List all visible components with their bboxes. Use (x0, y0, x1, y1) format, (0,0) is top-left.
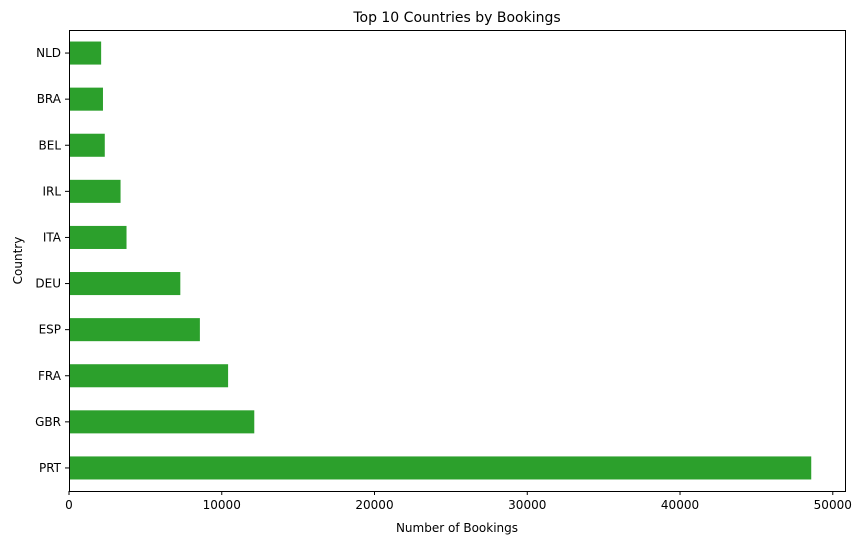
y-tick-label: ESP (39, 323, 61, 337)
bar-deu (69, 272, 181, 296)
bar-prt (69, 456, 812, 480)
y-tick-label: GBR (35, 415, 61, 429)
bar-bra (69, 87, 103, 111)
x-ticks-group: 0 10000 20000 30000 40000 50000 (65, 491, 852, 512)
y-ticks-group: PRT GBR FRA ESP DEU ITA IRL BEL BRA NLD (35, 46, 69, 475)
y-tick-label: ITA (43, 230, 62, 244)
x-tick-label: 10000 (203, 498, 241, 512)
y-tick-label: IRL (42, 184, 61, 198)
plot-frame (69, 30, 846, 492)
y-axis-label: Country (11, 237, 25, 285)
x-tick-label: 40000 (661, 498, 699, 512)
y-tick-label: PRT (39, 461, 62, 475)
bar-gbr (69, 410, 255, 434)
bar-nld (69, 41, 102, 65)
y-tick-label: FRA (38, 369, 62, 383)
y-tick-label: BEL (39, 138, 62, 152)
bar-bel (69, 133, 105, 157)
x-tick-label: 50000 (814, 498, 852, 512)
x-tick-label: 30000 (508, 498, 546, 512)
chart-title: Top 10 Countries by Bookings (352, 10, 560, 26)
x-tick-label: 20000 (355, 498, 393, 512)
y-tick-label: NLD (36, 46, 61, 60)
x-tick-label: 0 (65, 498, 73, 512)
y-tick-label: DEU (35, 277, 61, 291)
x-axis-label: Number of Bookings (396, 521, 518, 535)
bar-irl (69, 179, 121, 203)
bars-group (69, 41, 812, 480)
bar-esp (69, 318, 200, 342)
y-tick-label: BRA (37, 92, 62, 106)
bar-fra (69, 364, 229, 388)
bar-ita (69, 225, 127, 249)
